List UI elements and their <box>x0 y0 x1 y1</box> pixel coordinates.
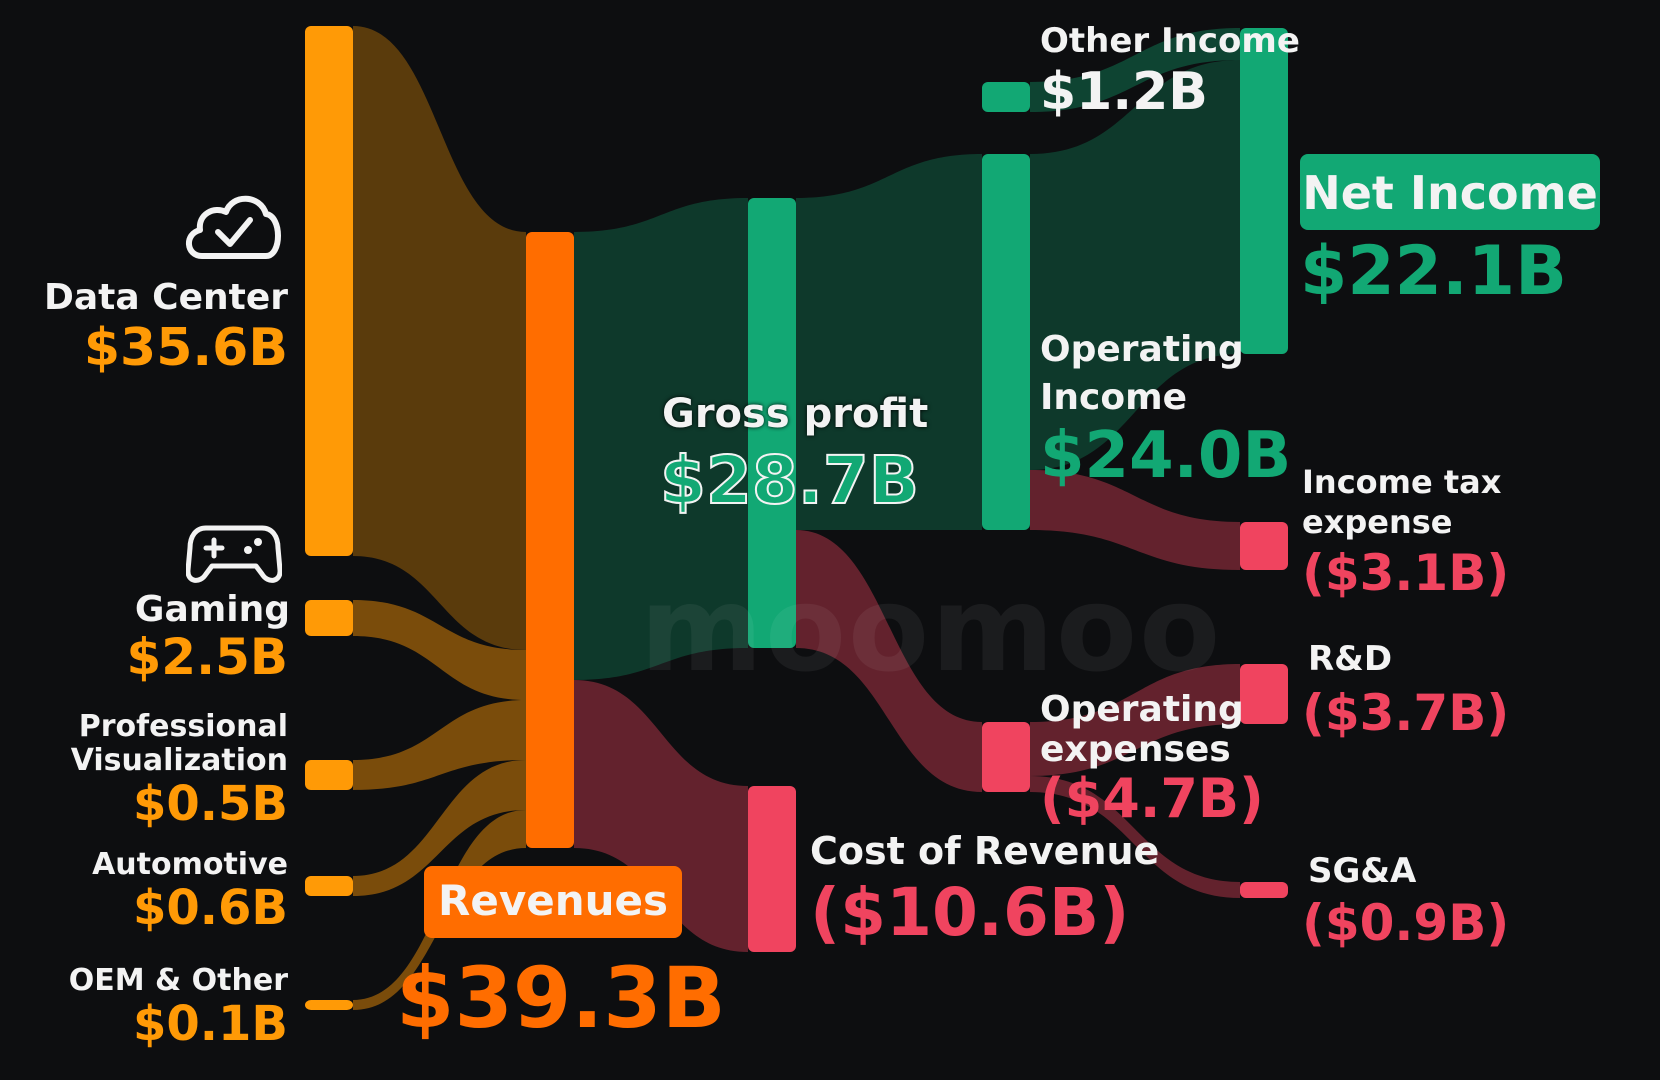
link-gross-profit-operating-income <box>796 154 982 530</box>
sga-label: SG&A <box>1308 851 1417 891</box>
link-operating-income-net-income <box>1030 60 1240 470</box>
operating-income-value: $24.0B <box>1040 419 1292 493</box>
node-bar-oem <box>305 1000 353 1010</box>
link-automotive-revenues <box>353 760 526 896</box>
link-operating-income-income-tax <box>1030 470 1240 570</box>
oem-value: $0.1B <box>132 996 288 1052</box>
cost-of-revenue-value: ($10.6B) <box>810 874 1130 951</box>
cost-of-revenue-label: Cost of Revenue <box>810 829 1160 873</box>
operating-expenses-label-2: expenses <box>1040 729 1231 770</box>
node-bar-automotive <box>305 876 353 896</box>
link-operating-expenses-sga <box>1030 776 1240 898</box>
income-tax-value: ($3.1B) <box>1302 544 1510 602</box>
net-income-label: Net Income <box>1302 166 1598 220</box>
net-income-value: $22.1B <box>1300 232 1567 311</box>
node-bar-income-tax <box>1240 522 1288 570</box>
sankey-links <box>353 26 1240 1010</box>
cloud-check-icon <box>186 195 281 259</box>
other-income-label: Other Income <box>1040 21 1300 61</box>
revenues-label: Revenues <box>438 876 668 925</box>
revenues-value: $39.3B <box>396 949 726 1047</box>
automotive-label: Automotive <box>92 847 288 882</box>
link-revenues-cost-of-revenue <box>574 680 748 952</box>
pro-viz-label-1: Professional <box>78 709 288 744</box>
node-bar-revenues <box>526 232 574 848</box>
operating-expenses-value: ($4.7B) <box>1040 767 1264 830</box>
node-bar-net-income <box>1240 28 1288 354</box>
node-bar-cost-of-revenue <box>748 786 796 952</box>
sankey-nodes <box>305 26 1288 1010</box>
pro-viz-value: $0.5B <box>132 776 288 832</box>
income-tax-label-2: expense <box>1302 503 1453 541</box>
data-center-value: $35.6B <box>83 318 288 378</box>
operating-expenses-label-1: Operating <box>1040 689 1244 730</box>
automotive-value: $0.6B <box>132 880 288 936</box>
link-gross-profit-operating-expenses <box>796 530 982 792</box>
link-other-income-net-income <box>1030 28 1240 112</box>
rnd-value: ($3.7B) <box>1302 684 1510 742</box>
node-bar-data-center <box>305 26 353 556</box>
gross-profit-value: $28.7B <box>659 442 920 519</box>
node-bar-operating-income <box>982 154 1030 530</box>
pro-viz-label-2: Visualization <box>70 743 288 778</box>
link-operating-expenses-rnd <box>1030 664 1240 776</box>
watermark: moomoo <box>640 560 1223 698</box>
operating-income-label-2: Income <box>1040 377 1188 418</box>
gross-profit-label: Gross profit <box>662 391 929 437</box>
net-income-pill <box>1300 154 1600 230</box>
income-tax-label-1: Income tax <box>1302 463 1502 501</box>
gaming-label: Gaming <box>134 589 290 630</box>
link-revenues-gross-profit <box>574 198 748 680</box>
revenues-pill <box>424 866 682 938</box>
link-proviz-revenues <box>353 700 526 790</box>
data-center-label: Data Center <box>43 277 288 318</box>
other-income-value: $1.2B <box>1040 62 1208 122</box>
link-data-center-revenues <box>353 26 526 650</box>
operating-income-label-1: Operating <box>1040 329 1244 370</box>
gaming-value: $2.5B <box>126 628 288 686</box>
oem-label: OEM & Other <box>68 963 288 998</box>
link-gaming-revenues <box>353 600 526 700</box>
sga-value: ($0.9B) <box>1302 894 1510 952</box>
gamepad-icon <box>186 525 282 583</box>
node-bar-rnd <box>1240 664 1288 724</box>
node-bar-other-income <box>982 82 1030 112</box>
node-bar-gross-profit <box>748 198 796 648</box>
rnd-label: R&D <box>1308 639 1393 679</box>
node-bar-operating-expenses <box>982 722 1030 792</box>
node-bar-pro-viz <box>305 760 353 790</box>
node-bar-gaming <box>305 600 353 636</box>
node-bar-sga <box>1240 882 1288 898</box>
